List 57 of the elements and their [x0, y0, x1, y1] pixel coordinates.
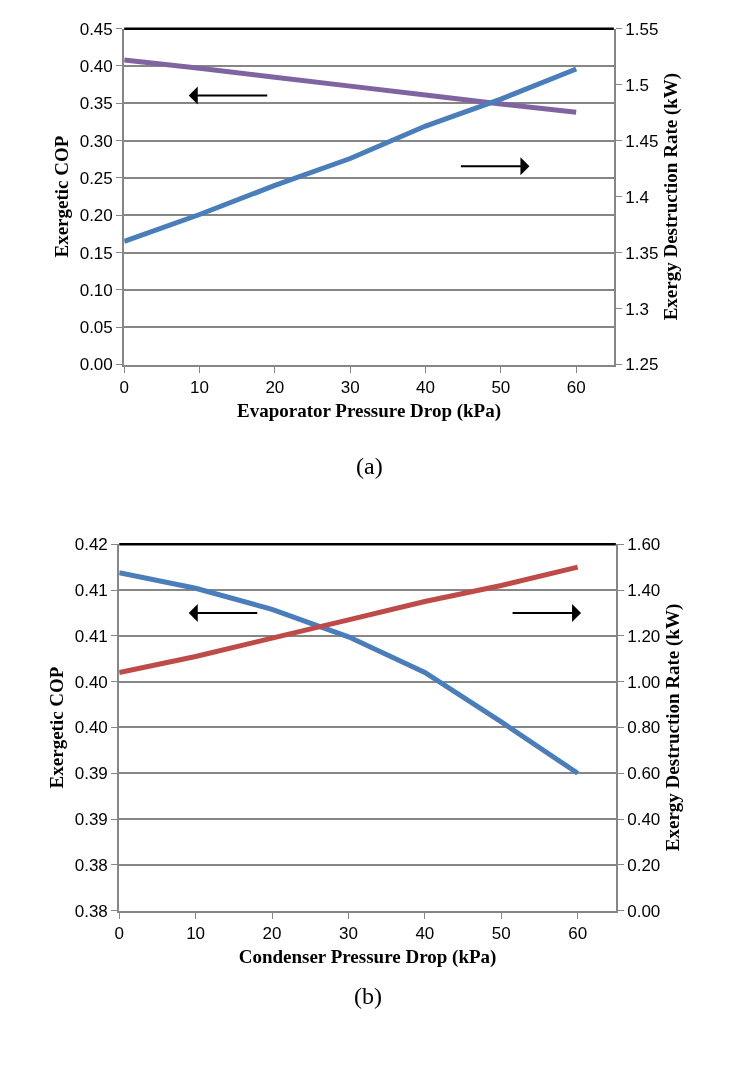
x-tick-label: 20: [262, 924, 282, 944]
y2-tick-label: 1.55: [625, 19, 659, 39]
x-tick-label: 30: [340, 377, 360, 397]
y-tick-label: 0.00: [79, 355, 113, 375]
y2-axis-title: Exergy Destruction Rate (kW): [659, 72, 682, 321]
y2-tick-label: 0.20: [627, 855, 661, 875]
y-tick-label: 0.38: [74, 901, 108, 921]
y-tick-label: 0.15: [79, 243, 113, 263]
y-tick-label: 0.10: [79, 280, 113, 300]
y-tick-label: 0.40: [74, 718, 108, 738]
y2-tick-label: 1.45: [625, 131, 659, 151]
x-tick-label: 10: [190, 377, 209, 397]
y-tick-label: 0.41: [74, 581, 108, 601]
text: (a): [356, 453, 383, 479]
x-tick-label: 40: [416, 377, 435, 397]
y-tick-label: 0.40: [79, 56, 113, 76]
y2-tick-label: 0.80: [627, 718, 661, 738]
x-tick-label: 50: [491, 924, 511, 944]
y-tick-label: 0.05: [79, 318, 113, 338]
x-tick-label: 60: [568, 924, 588, 944]
y2-tick-label: 1.20: [627, 626, 661, 646]
y2-tick-label: 1.3: [625, 299, 649, 319]
y-tick-label: 0.39: [74, 809, 108, 829]
y-tick-label: 0.41: [74, 626, 108, 646]
y2-tick-label: 1.5: [625, 75, 649, 95]
y-tick-label: 0.39: [74, 764, 108, 784]
x-tick-label: 50: [491, 377, 511, 397]
y2-tick-label: 1.25: [625, 355, 659, 375]
x-tick-label: 20: [265, 377, 285, 397]
y-tick-label: 0.42: [74, 535, 108, 555]
y2-tick-label: 1.4: [625, 187, 649, 207]
x-axis-title: Evaporator Pressure Drop (kPa): [236, 400, 502, 423]
y-tick-label: 0.40: [74, 672, 108, 692]
x-tick-label: 0: [119, 377, 129, 397]
x-tick-label: 60: [566, 377, 586, 397]
y-tick-label: 0.25: [79, 168, 113, 188]
y-tick-label: 0.30: [79, 131, 113, 151]
x-tick-label: 40: [415, 924, 435, 944]
x-axis-title: Condenser Pressure Drop (kPa): [238, 946, 497, 969]
y-tick-label: 0.20: [79, 206, 113, 226]
y-axis-title: Exergetic COP: [46, 666, 68, 789]
y-tick-label: 0.35: [79, 94, 113, 114]
y2-tick-label: 0.40: [627, 809, 661, 829]
x-tick-label: 10: [186, 924, 206, 944]
x-tick-label: 0: [114, 924, 124, 944]
y-tick-label: 0.45: [79, 19, 113, 39]
text: (b): [354, 983, 382, 1009]
y2-tick-label: 1.00: [627, 672, 661, 692]
y2-axis-title: Exergy Destruction Rate (kW): [661, 603, 684, 852]
y2-tick-label: 1.40: [627, 581, 661, 601]
y2-tick-label: 1.60: [627, 535, 661, 555]
y-axis-title: Exergetic COP: [51, 135, 73, 258]
y2-tick-label: 0.60: [627, 764, 661, 784]
y-tick-label: 0.38: [74, 855, 108, 875]
x-tick-label: 30: [338, 924, 358, 944]
y2-tick-label: 1.35: [625, 243, 659, 263]
y2-tick-label: 0.00: [627, 901, 661, 921]
